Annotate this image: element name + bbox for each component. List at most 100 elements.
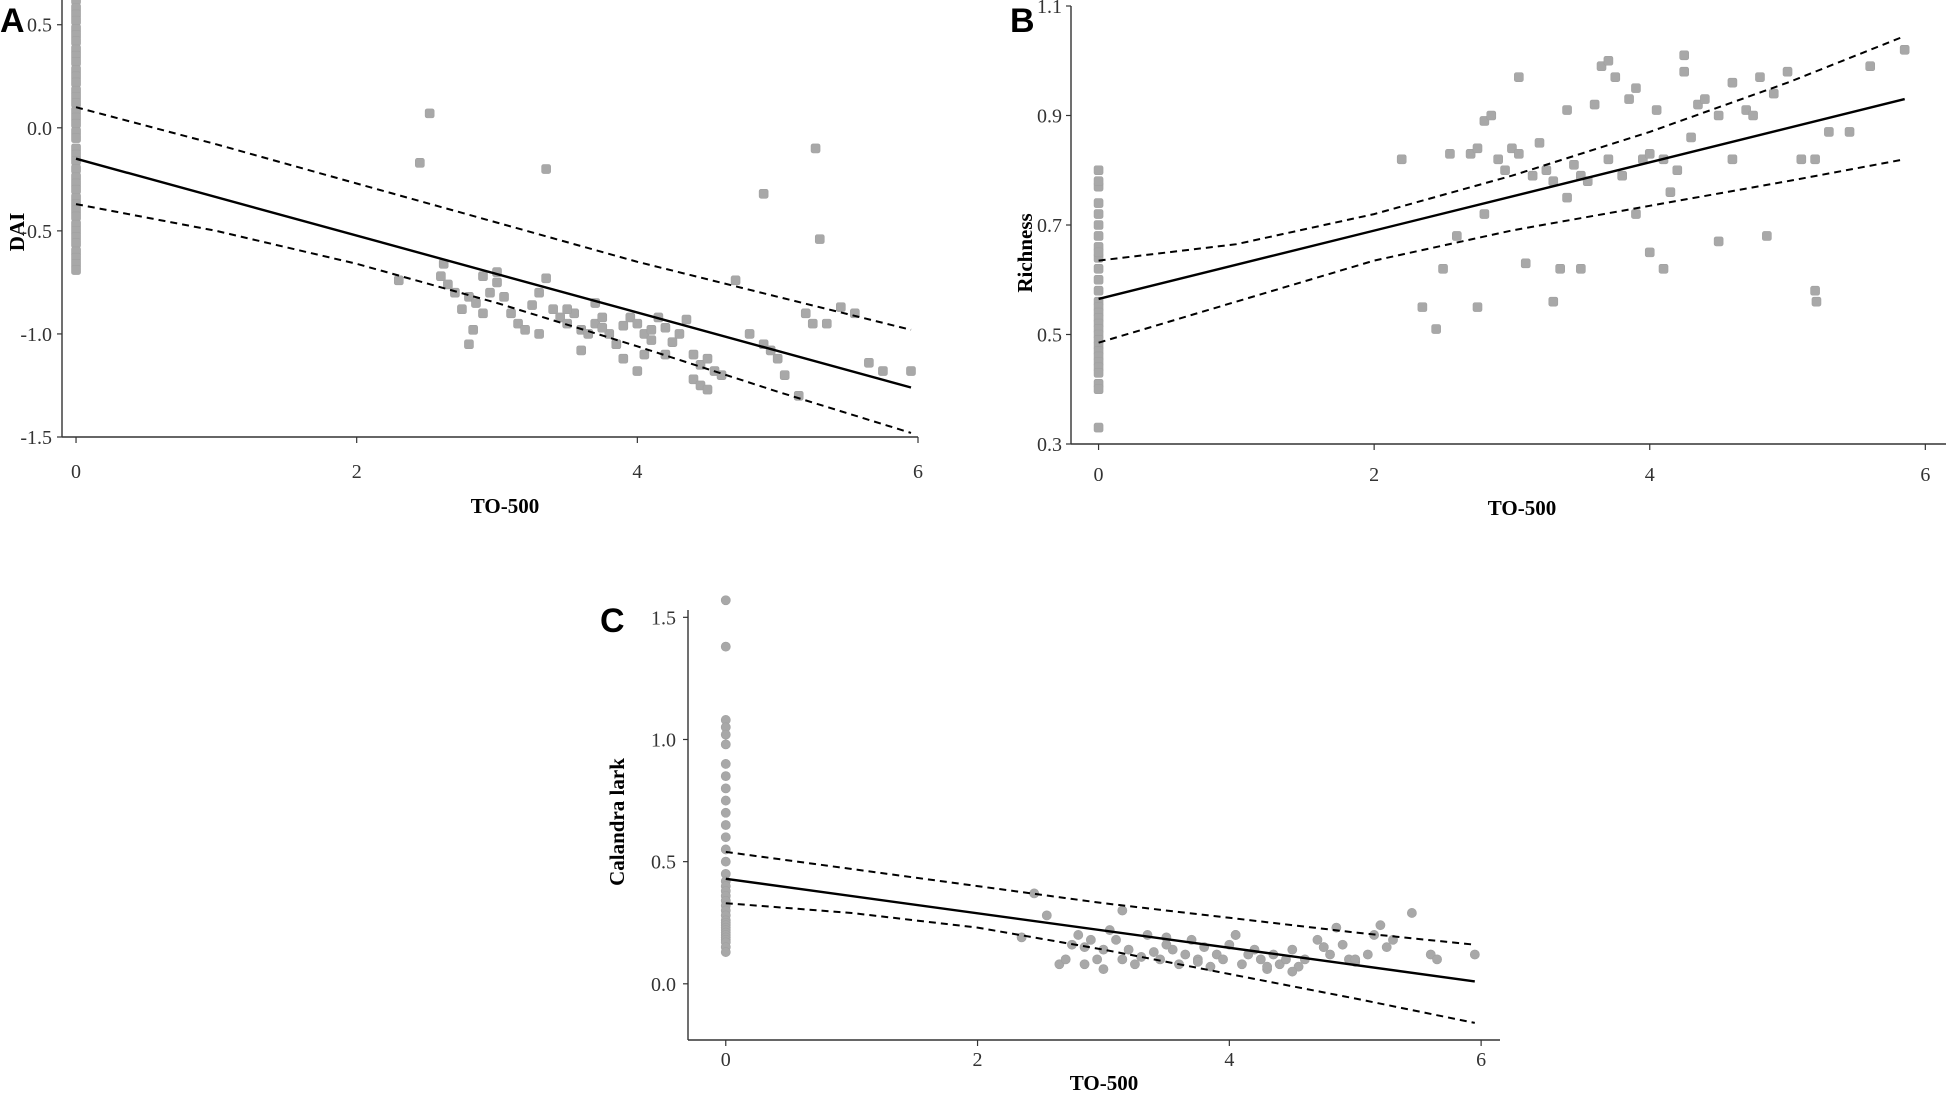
panel-a-ci-lower-line — [75, 203, 912, 434]
panel-a-data-point — [660, 322, 671, 333]
panel-a-data-point — [506, 308, 516, 319]
panel-a-data-point — [681, 314, 692, 325]
panel-c-data-point — [1123, 944, 1134, 955]
panel-b-y-tick-labels: 1.1 0.9 0.7 0.5 0.3 — [1037, 0, 1071, 456]
panel-c-x-tick-label: 2 — [973, 1049, 983, 1071]
panel-b-data-point — [1844, 127, 1855, 137]
panel-a-x-title: TO-500 — [471, 494, 539, 518]
panel-c-data-point — [1432, 954, 1442, 965]
panel-c-data-point — [1375, 920, 1386, 931]
panel-a-data-point — [807, 318, 818, 329]
panel-c-data-point — [720, 832, 731, 843]
panel-b-ci-lower-line — [1098, 158, 1905, 344]
panel-b-data-point — [1755, 72, 1765, 82]
panel-c-data-point — [720, 595, 731, 606]
panel-b-data-point — [1093, 231, 1104, 241]
panel-b-data-point — [1555, 263, 1565, 274]
panel-c-data-point — [1079, 959, 1090, 970]
panel-a-y-title: DAI — [5, 213, 29, 252]
panel-b-richness-chart: B Richness TO-500 0 2 4 6 1.1 0.9 0.7 0.5 0.3 — [1010, 0, 1946, 520]
panel-a-data-point — [548, 304, 558, 314]
panel-c-letter: C — [600, 602, 625, 640]
panel-c-data-point — [1117, 954, 1128, 965]
panel-a-data-point — [71, 36, 81, 47]
panel-b-data-point — [1417, 302, 1428, 312]
panel-b-data-point — [1562, 192, 1572, 203]
panel-a-y-tick-labels: 0.5 0.0 -0.5 -1.0 -1.5 — [20, 15, 62, 449]
panel-a-y-tick-label: 0.0 — [27, 118, 52, 140]
panel-b-y-tick-label: 0.3 — [1037, 434, 1062, 456]
panel-a-data-point — [674, 329, 685, 339]
panel-c-ci-lower-line — [725, 902, 1475, 1024]
panel-b-data-point — [1548, 296, 1559, 307]
panel-b-y-tick-label: 0.9 — [1037, 106, 1062, 128]
panel-a-data-point — [513, 318, 523, 329]
panel-b-data-point — [1396, 154, 1407, 165]
panel-a-data-point — [534, 287, 544, 298]
panel-a-data-point — [71, 184, 81, 195]
panel-b-x-tick-label: 4 — [1645, 464, 1655, 486]
panel-b-data-point — [1748, 110, 1758, 121]
panel-b-data-point — [1438, 263, 1448, 274]
panel-a-ci-upper-line — [75, 106, 912, 331]
panel-c-x-tick-labels: 0 2 4 6 — [721, 1040, 1486, 1071]
panel-c-data-point — [1218, 954, 1228, 965]
panel-b-data-point — [1093, 209, 1104, 219]
panel-b-data-point — [1576, 263, 1586, 274]
panel-b-data-point — [1541, 165, 1552, 176]
panel-b-data-point — [1093, 384, 1104, 395]
panel-b-data-point — [1093, 198, 1104, 208]
panel-a-dai-chart: A DAI TO-500 0 2 4 6 0.5 0.0 -0.5 -1.0 -1.5 — [0, 0, 923, 518]
panel-a-fit-line — [75, 157, 912, 389]
panel-c-x-tick-label: 0 — [721, 1049, 731, 1071]
panel-a-data-point — [471, 298, 481, 308]
panel-b-data-point — [1431, 324, 1441, 334]
panel-a-data-point — [611, 339, 622, 350]
panel-c-data-point — [720, 856, 731, 867]
panel-c-data-point — [720, 783, 731, 794]
panel-c-data-point — [720, 947, 731, 957]
panel-c-data-point — [1073, 930, 1084, 940]
panel-c-data-point — [1205, 961, 1216, 972]
panel-c-data-point — [1469, 949, 1480, 960]
panel-c-data-point — [1318, 942, 1329, 953]
panel-c-points — [720, 595, 1480, 977]
panel-a-data-point — [485, 287, 495, 298]
panel-c-x-tick-label: 4 — [1224, 1049, 1234, 1071]
panel-b-data-point — [1811, 296, 1822, 307]
panel-a-data-point — [541, 164, 551, 174]
panel-a-data-point — [499, 292, 509, 302]
panel-b-data-point — [1796, 154, 1807, 165]
panel-a-data-point — [71, 238, 81, 249]
panel-a-data-point — [71, 98, 81, 108]
panel-c-data-point — [1148, 947, 1159, 957]
panel-b-y-title: Richness — [1013, 213, 1037, 292]
panel-a-x-tick-label: 6 — [913, 461, 923, 483]
panel-b-data-point — [1768, 88, 1779, 99]
panel-c-data-point — [720, 641, 731, 652]
panel-b-data-point — [1514, 72, 1524, 82]
panel-a-data-point — [71, 133, 81, 143]
panel-a-y-tick-label: 0.5 — [27, 15, 52, 37]
panel-b-data-point — [1727, 77, 1738, 88]
panel-a-y-tick-label: -0.5 — [20, 221, 52, 243]
panel-b-x-title: TO-500 — [1488, 496, 1556, 520]
panel-b-points — [1093, 44, 1910, 433]
panel-b-data-point — [1865, 61, 1876, 72]
panel-b-data-point — [1534, 138, 1545, 148]
panel-a-x-tick-label: 4 — [632, 461, 642, 483]
panel-a-data-point — [71, 118, 81, 129]
panel-a-data-point — [604, 329, 615, 339]
panel-b-y-tick-label: 0.5 — [1037, 325, 1062, 347]
panel-c-data-point — [1092, 954, 1103, 965]
panel-c-data-point — [1350, 954, 1361, 965]
panel-a-x-tick-labels: 0 2 4 6 — [71, 437, 923, 483]
panel-b-data-point — [1520, 258, 1531, 269]
panel-b-data-point — [1093, 220, 1104, 230]
panel-a-data-point — [393, 275, 404, 286]
panel-a-y-tick-label: -1.0 — [20, 324, 52, 346]
panel-b-data-point — [1713, 236, 1724, 247]
panel-c-data-point — [1255, 954, 1266, 965]
panel-a-data-point — [667, 337, 678, 347]
